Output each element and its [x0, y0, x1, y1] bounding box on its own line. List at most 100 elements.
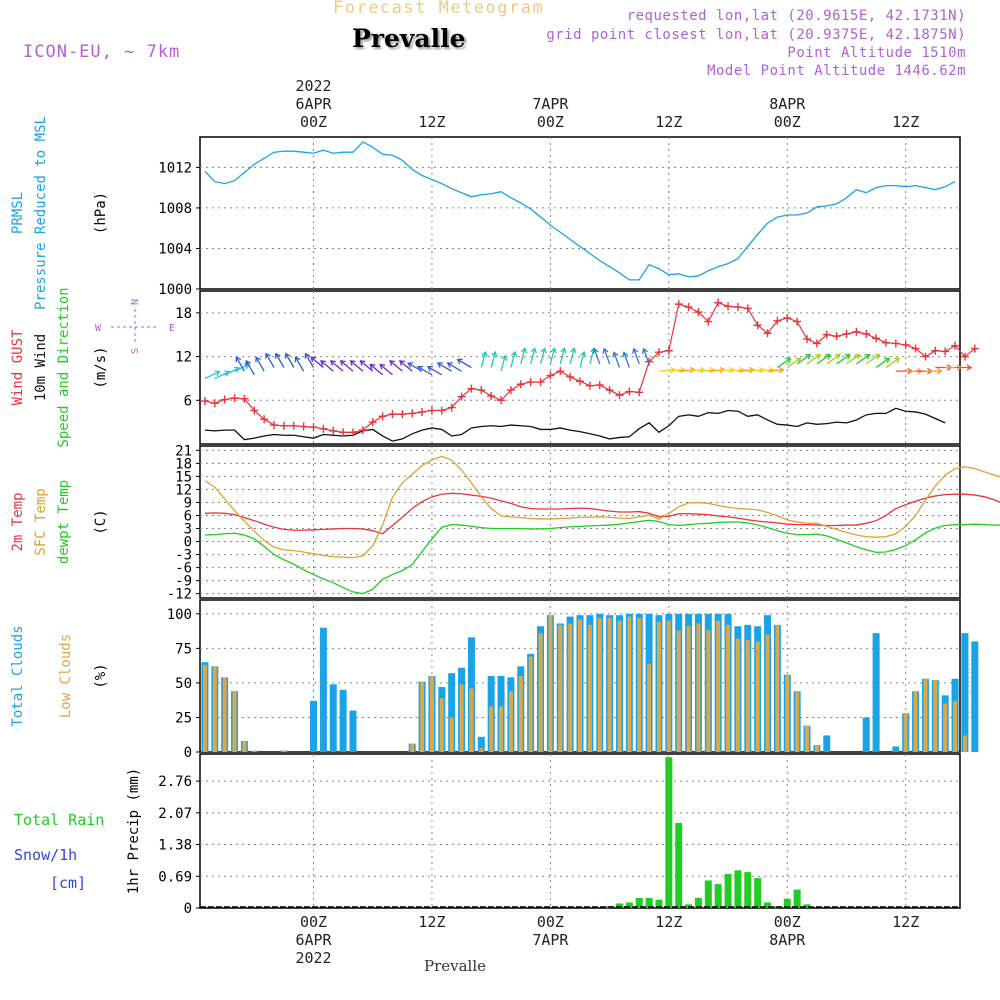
gust-marker: [970, 344, 979, 353]
y-tick-label: 15: [175, 469, 192, 485]
wind-arrow-head: [379, 363, 386, 370]
low-cloud-bar: [252, 750, 257, 752]
wind-arrow: [613, 352, 621, 368]
gust-marker: [378, 412, 387, 421]
wind-arrow: [204, 371, 220, 380]
wind-arrow: [304, 353, 315, 368]
low-cloud-bar: [568, 623, 573, 752]
gust-marker: [753, 321, 762, 330]
low-cloud-bar: [538, 633, 543, 752]
y-tick-label: 100: [167, 607, 192, 623]
y-tick-label: 0.69: [158, 869, 192, 885]
low-cloud-bar: [765, 634, 770, 752]
location-title: Prevalle: [352, 24, 466, 53]
wind-arrow: [718, 369, 735, 372]
low-cloud-bar: [518, 676, 523, 752]
low-cloud-bar: [528, 656, 533, 752]
y-tick-label: 12: [175, 482, 192, 498]
top-time-label: 00Z: [774, 113, 801, 131]
top-time-label: 2022: [295, 77, 331, 95]
low-cloud-bar: [578, 619, 582, 752]
variable-label: Snow/1h: [14, 846, 77, 864]
wind-arrow: [757, 369, 774, 372]
wind-arrow: [623, 352, 630, 368]
gust-marker: [605, 386, 614, 395]
y-tick-label: -3: [175, 548, 192, 564]
wind-arrow: [786, 357, 801, 369]
gust-marker: [497, 396, 506, 405]
low-cloud-bar: [795, 691, 800, 752]
wind-arrow-head: [339, 360, 346, 366]
variable-label: Total Rain: [14, 811, 104, 829]
wind-arrow: [539, 348, 546, 365]
wind-arrow-head: [359, 360, 366, 366]
wind-arrow: [579, 351, 585, 368]
wind-arrow: [559, 348, 566, 365]
wind-arrow-head: [612, 351, 619, 358]
wind-arrow-head: [966, 364, 973, 371]
wind-arrow: [737, 369, 754, 372]
gust-marker: [881, 338, 890, 347]
y-tick-label: 1000: [158, 282, 192, 298]
compass-east: E: [169, 323, 175, 334]
wind-arrow-head: [407, 362, 414, 368]
gust-marker: [862, 329, 871, 338]
wind-arrow-head: [320, 360, 327, 366]
wind-arrow: [549, 348, 556, 365]
gust-marker: [270, 421, 279, 430]
rain-bar: [615, 903, 623, 908]
variable-label: 2m Temp: [10, 492, 26, 551]
y-tick-label: 9: [184, 495, 192, 511]
wind-arrow: [658, 369, 675, 372]
low-cloud-bar: [449, 717, 454, 752]
gust-marker: [299, 422, 308, 431]
rain-bar: [803, 904, 811, 908]
gust-marker: [684, 303, 693, 312]
rain-bar: [724, 873, 732, 908]
y-tick-label: 0: [184, 745, 192, 761]
wind-arrow-head: [719, 366, 726, 374]
wind10m-line: [204, 407, 946, 442]
wind-arrow: [369, 364, 384, 376]
wind-arrow: [295, 356, 305, 372]
total-cloud-bar: [823, 735, 831, 752]
requested-coords: requested lon,lat (20.9615E, 42.1731N): [626, 8, 966, 24]
variable-label: Wind GUST: [10, 329, 26, 405]
wind-arrow-head: [245, 359, 252, 366]
rain-bar: [764, 902, 772, 908]
gust-marker: [585, 381, 594, 390]
y-tick-label: 18: [175, 306, 192, 322]
low-cloud-bar: [637, 617, 642, 752]
wind-arrow-head: [530, 347, 537, 354]
low-cloud-bar: [647, 663, 652, 752]
wind-arrow-head: [417, 365, 424, 372]
gust-marker: [664, 346, 673, 355]
y-tick-label: -6: [175, 561, 192, 577]
gust-marker: [803, 335, 812, 344]
low-cloud-bar: [548, 615, 553, 752]
low-cloud-bar: [775, 624, 780, 752]
wind-arrow-head: [602, 347, 609, 354]
wind-arrow: [245, 360, 255, 376]
wind-arrow: [320, 360, 334, 372]
low-cloud-bar: [785, 674, 790, 752]
gust-marker: [773, 316, 782, 325]
wind-arrow-head: [265, 352, 271, 359]
low-cloud-bar: [212, 666, 217, 752]
variable-label: Total Clouds: [10, 625, 26, 726]
wind-arrow-head: [632, 347, 639, 354]
wind-arrow-head: [936, 367, 943, 375]
low-cloud-bar: [202, 664, 207, 752]
low-cloud-bar: [666, 620, 671, 752]
low-cloud-bar: [943, 703, 948, 752]
rain-bar: [793, 889, 801, 908]
y-tick-label: 18: [175, 456, 192, 472]
wind-arrow: [885, 357, 900, 369]
total-cloud-bar: [310, 700, 318, 752]
wind-arrow: [285, 353, 295, 368]
rain-bar: [655, 899, 663, 908]
low-cloud-bar: [962, 735, 967, 752]
top-time-label: 00Z: [300, 113, 327, 131]
y-tick-label: 0: [184, 901, 192, 917]
